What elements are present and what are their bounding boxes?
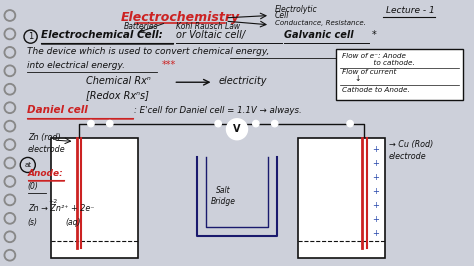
Circle shape [6,233,14,240]
Text: Flow of current: Flow of current [342,69,396,75]
Text: +: + [373,159,380,168]
Circle shape [4,213,16,224]
Text: *: * [371,30,376,40]
FancyBboxPatch shape [298,138,385,257]
Text: Zn → Zn²⁺ + 2e⁻: Zn → Zn²⁺ + 2e⁻ [28,203,94,213]
Circle shape [4,102,16,113]
Text: ↓: ↓ [355,74,361,83]
Circle shape [272,120,278,127]
Text: Chemical Rxⁿ: Chemical Rxⁿ [86,76,151,86]
Text: +: + [373,215,380,224]
Text: Lecture - 1: Lecture - 1 [386,6,435,15]
Circle shape [6,12,14,19]
Text: Flow of e⁻: Anode: Flow of e⁻: Anode [342,53,406,59]
Circle shape [4,120,16,132]
Text: +: + [373,201,380,210]
Text: Galvanic cell: Galvanic cell [284,30,354,40]
FancyBboxPatch shape [51,138,138,257]
Text: +: + [373,173,380,182]
Text: electrode: electrode [389,152,426,161]
Text: into electrical energy.: into electrical energy. [27,61,125,70]
Text: Conductance, Resistance.: Conductance, Resistance. [275,20,365,26]
Circle shape [4,47,16,58]
Text: [Redox Rxⁿs]: [Redox Rxⁿs] [86,90,149,100]
Text: Electrochemistry: Electrochemistry [121,11,240,24]
FancyBboxPatch shape [336,49,463,100]
Circle shape [6,141,14,148]
Text: The device which is used to convert chemical energy,: The device which is used to convert chem… [27,47,270,56]
Circle shape [227,119,247,140]
Text: 1: 1 [28,32,33,41]
Text: : E'cell for Daniel cell = 1.1V → always.: : E'cell for Daniel cell = 1.1V → always… [134,106,302,115]
Circle shape [6,196,14,204]
Text: +: + [373,229,380,238]
Text: electricity: electricity [218,76,267,86]
Text: V: V [233,124,241,134]
Circle shape [215,120,221,127]
Circle shape [6,178,14,185]
Text: Electrolytic: Electrolytic [275,5,318,14]
Text: electrode: electrode [28,145,65,154]
Circle shape [6,251,14,259]
Text: Electrochemical Cell:: Electrochemical Cell: [41,30,163,40]
Circle shape [4,194,16,206]
Circle shape [4,176,16,187]
Text: ***: *** [162,60,176,70]
Text: +: + [373,145,380,154]
Circle shape [107,120,113,127]
Circle shape [4,28,16,40]
Circle shape [253,120,259,127]
Circle shape [6,30,14,38]
Text: Anode:: Anode: [28,169,64,178]
Text: Daniel cell: Daniel cell [27,105,88,115]
Circle shape [4,250,16,261]
Circle shape [4,157,16,169]
Circle shape [6,122,14,130]
Text: Zn (rod): Zn (rod) [28,133,60,142]
Circle shape [4,231,16,242]
Text: (s): (s) [28,218,38,227]
Circle shape [4,10,16,21]
Text: +2: +2 [48,198,58,203]
Text: to cathode.: to cathode. [342,60,414,66]
Text: +: + [373,187,380,196]
Text: Cathode to Anode.: Cathode to Anode. [342,87,410,93]
Circle shape [6,85,14,93]
Text: (aq): (aq) [65,218,81,227]
Text: (0): (0) [28,182,39,192]
Circle shape [347,120,354,127]
Text: Salt
Bridge: Salt Bridge [210,186,236,206]
Circle shape [4,65,16,76]
Text: → Cu (Rod): → Cu (Rod) [389,140,433,149]
Text: Kohl Rausch Law: Kohl Rausch Law [176,22,240,31]
Circle shape [88,120,94,127]
Text: Batteries: Batteries [124,22,158,31]
Text: Cell: Cell [275,11,289,20]
Text: or Voltaic cell/: or Voltaic cell/ [176,30,245,40]
Circle shape [6,159,14,167]
Circle shape [6,215,14,222]
Circle shape [6,104,14,111]
Text: at: at [24,162,31,168]
Circle shape [4,84,16,95]
Circle shape [4,139,16,150]
Circle shape [6,49,14,56]
Circle shape [6,67,14,74]
